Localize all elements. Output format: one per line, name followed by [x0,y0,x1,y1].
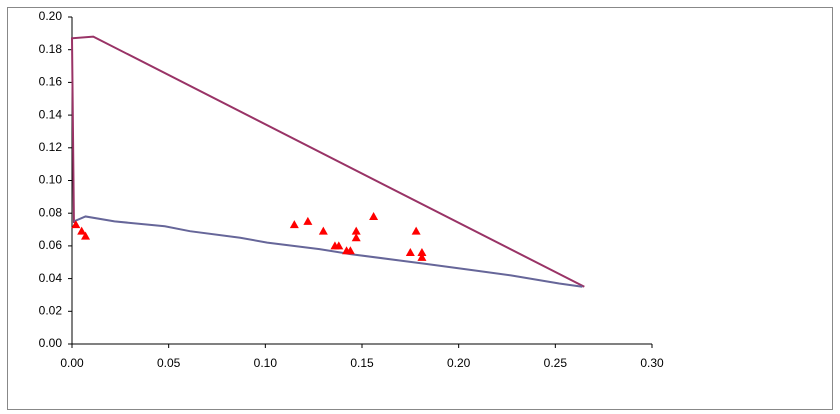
triangle-marker [351,226,361,235]
x-tick-label: 0.25 [544,356,568,370]
x-tick-label: 0.10 [254,356,278,370]
triangle-marker [405,247,415,256]
y-tick-label: 0.02 [39,303,63,317]
y-tick-label: 0.16 [39,75,63,89]
triangle-marker [345,246,355,255]
x-tick-label: 0.20 [447,356,471,370]
triangle-marker [334,241,344,250]
y-tick-label: 0.18 [39,42,63,56]
series-line [70,35,585,288]
x-tick-label: 0.30 [640,356,664,370]
x-tick-label: 0.05 [157,356,181,370]
triangle-marker [411,226,421,235]
x-tick-label: 0.15 [350,356,374,370]
triangle-marker [318,226,328,235]
y-tick-label: 0.20 [39,9,63,23]
triangle-marker [351,233,361,242]
chart-border [7,7,833,410]
y-tick-label: 0.04 [39,271,63,285]
y-tick-label: 0.14 [39,107,63,121]
triangle-marker [289,220,299,229]
triangle-marker [77,226,87,235]
triangle-marker [81,231,91,240]
triangle-marker [369,211,379,220]
y-tick-label: 0.00 [39,336,63,350]
x-tick-label: 0.00 [60,356,84,370]
y-tick-label: 0.12 [39,140,63,154]
series-line [73,215,583,288]
y-tick-label: 0.08 [39,205,63,219]
triangle-marker [303,216,313,225]
triangle-marker [71,220,81,229]
triangle-marker [417,247,427,256]
y-tick-label: 0.10 [39,173,63,187]
triangle-marker [417,252,427,261]
y-tick-label: 0.06 [39,238,63,252]
